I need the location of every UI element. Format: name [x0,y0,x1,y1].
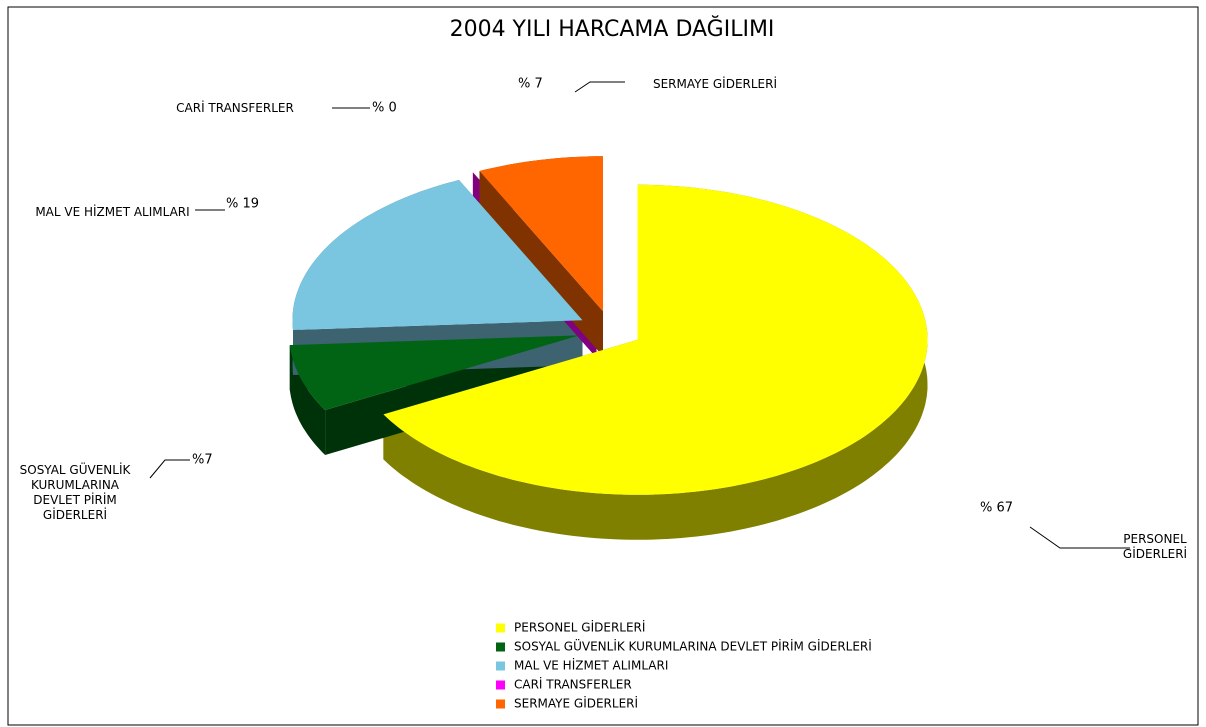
legend-label: SERMAYE GİDERLERİ [514,696,638,711]
legend-swatch [496,680,505,690]
slice-label: MAL VE HİZMET ALIMLARI [35,205,190,219]
data-label: % 0 [372,101,397,116]
data-label: % 19 [226,197,259,212]
legend-label: CARİ TRANSFERLER [514,677,632,692]
slice [479,156,603,312]
leader-line [574,81,625,93]
legend-swatch [496,623,505,633]
legend-swatch [496,699,505,709]
data-label: % 7 [518,77,543,92]
slice-label: CARİ TRANSFERLER [176,101,294,115]
legend-label: PERSONEL GİDERLERİ [514,620,645,635]
slice-label: SERMAYE GİDERLERİ [652,77,778,91]
data-label: %7 [192,453,213,468]
leader-line [149,459,190,479]
slice-label: PERSONEL GİDERLERİ [1122,532,1188,561]
legend-label: SOSYAL GÜVENLİK KURUMLARINA DEVLET PİRİM… [514,638,872,654]
slice [383,184,928,495]
data-label: % 67 [980,501,1013,516]
leader-line [1029,526,1130,549]
legend-swatch [496,642,505,652]
slice-side [289,345,326,455]
slice [289,335,580,410]
legend-swatch [496,661,505,671]
slice [292,180,583,330]
chart-title: 2004 YILI HARCAMA DAĞILIMI [450,16,775,42]
slice-label: SOSYAL GÜVENLİK KURUMLARINA DEVLET PİRİM… [19,463,131,522]
legend-label: MAL VE HİZMET ALIMLARI [514,658,668,673]
